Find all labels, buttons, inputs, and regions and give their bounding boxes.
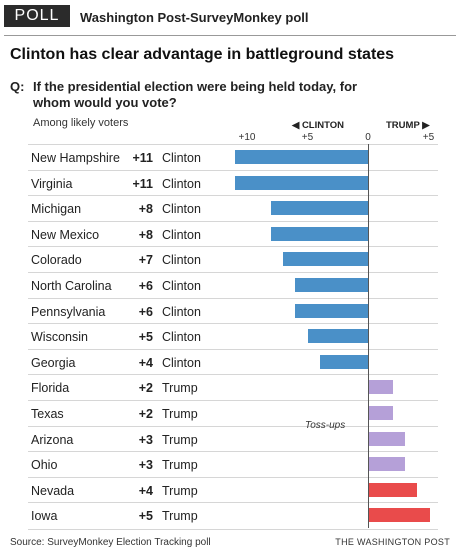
table-row: Georgia +4 Clinton [28, 348, 438, 376]
margin-label: +8 [138, 202, 153, 217]
poll-badge: POLL [4, 5, 70, 27]
margin-label: +4 [138, 483, 153, 498]
state-label: Michigan [31, 202, 82, 217]
bar [369, 482, 418, 497]
margin-label: +2 [138, 407, 153, 421]
margin-label: +11 [132, 151, 153, 165]
state-label: Florida [31, 381, 70, 396]
leader-label: Trump [162, 407, 198, 421]
leader-label: Clinton [162, 227, 201, 242]
trump-direction-label: TRUMP ▶ [386, 120, 430, 131]
state-label: Wisconsin [31, 330, 88, 345]
bar [283, 252, 368, 267]
margin-label: +3 [138, 458, 153, 473]
margin-label: +2 [138, 381, 153, 396]
table-row: Virginia +11 Clinton [28, 169, 438, 197]
x-tick-label: +5 [301, 132, 314, 143]
zero-axis-line [368, 144, 369, 528]
state-label: New Hampshire [31, 151, 120, 165]
table-row: Texas +2 Trump [28, 400, 438, 427]
bar [234, 150, 368, 164]
state-label: North Carolina [31, 279, 112, 293]
leader-label: Clinton [162, 355, 201, 370]
bar [234, 175, 368, 190]
leader-label: Trump [162, 509, 198, 524]
margin-label: +5 [138, 330, 153, 345]
question-text: If the presidential election were being … [33, 79, 358, 110]
bar [295, 278, 368, 292]
table-row: New Hampshire +11 Clinton [28, 144, 438, 171]
bar [319, 354, 368, 369]
margin-label: +11 [132, 176, 153, 191]
table-row: Arizona +3 Trump [28, 425, 438, 453]
table-row: Wisconsin +5 Clinton [28, 323, 438, 350]
bar [271, 201, 368, 216]
state-label: Ohio [31, 458, 58, 473]
bar [369, 508, 430, 523]
footer-source: Source: SurveyMonkey Election Tracking p… [10, 537, 211, 548]
table-row: North Carolina +6 Clinton [28, 272, 438, 299]
margin-label: +4 [138, 355, 153, 370]
tossups-annotation: Toss-ups [305, 420, 346, 431]
bar [271, 226, 368, 241]
divider [4, 35, 456, 36]
x-tick-label: 0 [365, 132, 371, 143]
table-row: Ohio +3 Trump [28, 451, 438, 478]
margin-label: +5 [138, 509, 153, 524]
leader-label: Clinton [162, 330, 201, 345]
leader-label: Clinton [162, 202, 201, 217]
state-label: Georgia [31, 355, 76, 370]
margin-label: +8 [138, 227, 153, 242]
bar [295, 303, 368, 318]
bar [369, 380, 394, 395]
table-row: Colorado +7 Clinton [28, 246, 438, 273]
margin-label: +6 [138, 304, 153, 319]
state-label: Texas [31, 407, 64, 421]
table-row: New Mexico +8 Clinton [28, 220, 438, 248]
footer-credit: THE WASHINGTON POST [335, 537, 450, 547]
margin-label: +7 [138, 253, 153, 268]
leader-label: Trump [162, 432, 198, 447]
table-row: Pennsylvania +6 Clinton [28, 297, 438, 325]
margin-label: +6 [138, 279, 153, 293]
poll-source: Washington Post-SurveyMonkey poll [80, 10, 309, 25]
subhead: Among likely voters [33, 117, 129, 129]
state-label: New Mexico [31, 227, 100, 242]
leader-label: Trump [162, 483, 198, 498]
state-label: Virginia [31, 176, 73, 191]
leader-label: Trump [162, 381, 198, 396]
x-tick-label: +5 [422, 132, 435, 143]
bar [369, 406, 394, 420]
table-row: Michigan +8 Clinton [28, 195, 438, 222]
table-row: Iowa +5 Trump [28, 502, 438, 530]
bar [307, 329, 368, 344]
leader-label: Clinton [162, 279, 201, 293]
chart-title: Clinton has clear advantage in battlegro… [10, 46, 395, 63]
state-label: Colorado [31, 253, 82, 268]
bar [369, 431, 406, 446]
state-label: Arizona [31, 432, 74, 447]
leader-label: Clinton [162, 151, 201, 165]
state-label: Iowa [31, 509, 58, 524]
x-tick-label: +10 [238, 132, 256, 143]
state-label: Nevada [31, 483, 75, 498]
table-row: Florida +2 Trump [28, 374, 438, 401]
state-label: Pennsylvania [31, 304, 106, 319]
bar [369, 457, 406, 472]
clinton-direction-label: ◀ CLINTON [292, 120, 344, 131]
leader-label: Clinton [162, 176, 201, 191]
leader-label: Clinton [162, 253, 201, 268]
leader-label: Clinton [162, 304, 201, 319]
leader-label: Trump [162, 458, 198, 473]
table-row: Nevada +4 Trump [28, 476, 438, 504]
question-label: Q: [10, 79, 25, 94]
margin-label: +3 [138, 432, 153, 447]
